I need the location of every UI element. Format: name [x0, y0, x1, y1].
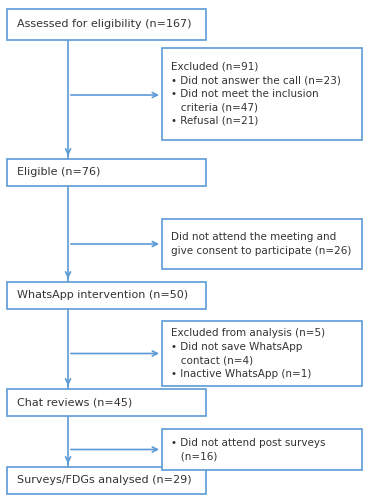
FancyBboxPatch shape: [7, 9, 206, 40]
FancyBboxPatch shape: [7, 466, 206, 494]
FancyBboxPatch shape: [7, 388, 206, 416]
Text: Chat reviews (n=45): Chat reviews (n=45): [17, 397, 132, 407]
Text: Surveys/FDGs analysed (n=29): Surveys/FDGs analysed (n=29): [17, 475, 191, 485]
Text: WhatsApp intervention (n=50): WhatsApp intervention (n=50): [17, 290, 188, 300]
Text: Eligible (n=76): Eligible (n=76): [17, 167, 100, 177]
Text: • Did not attend post surveys
   (n=16): • Did not attend post surveys (n=16): [171, 438, 326, 462]
FancyBboxPatch shape: [162, 429, 362, 470]
Text: Did not attend the meeting and
give consent to participate (n=26): Did not attend the meeting and give cons…: [171, 232, 351, 256]
FancyBboxPatch shape: [162, 219, 362, 269]
Text: Excluded (n=91)
• Did not answer the call (n=23)
• Did not meet the inclusion
  : Excluded (n=91) • Did not answer the cal…: [171, 62, 341, 126]
FancyBboxPatch shape: [162, 321, 362, 386]
Text: Assessed for eligibility (n=167): Assessed for eligibility (n=167): [17, 20, 191, 30]
Text: Excluded from analysis (n=5)
• Did not save WhatsApp
   contact (n=4)
• Inactive: Excluded from analysis (n=5) • Did not s…: [171, 328, 325, 379]
FancyBboxPatch shape: [162, 48, 362, 140]
FancyBboxPatch shape: [7, 282, 206, 309]
FancyBboxPatch shape: [7, 158, 206, 186]
